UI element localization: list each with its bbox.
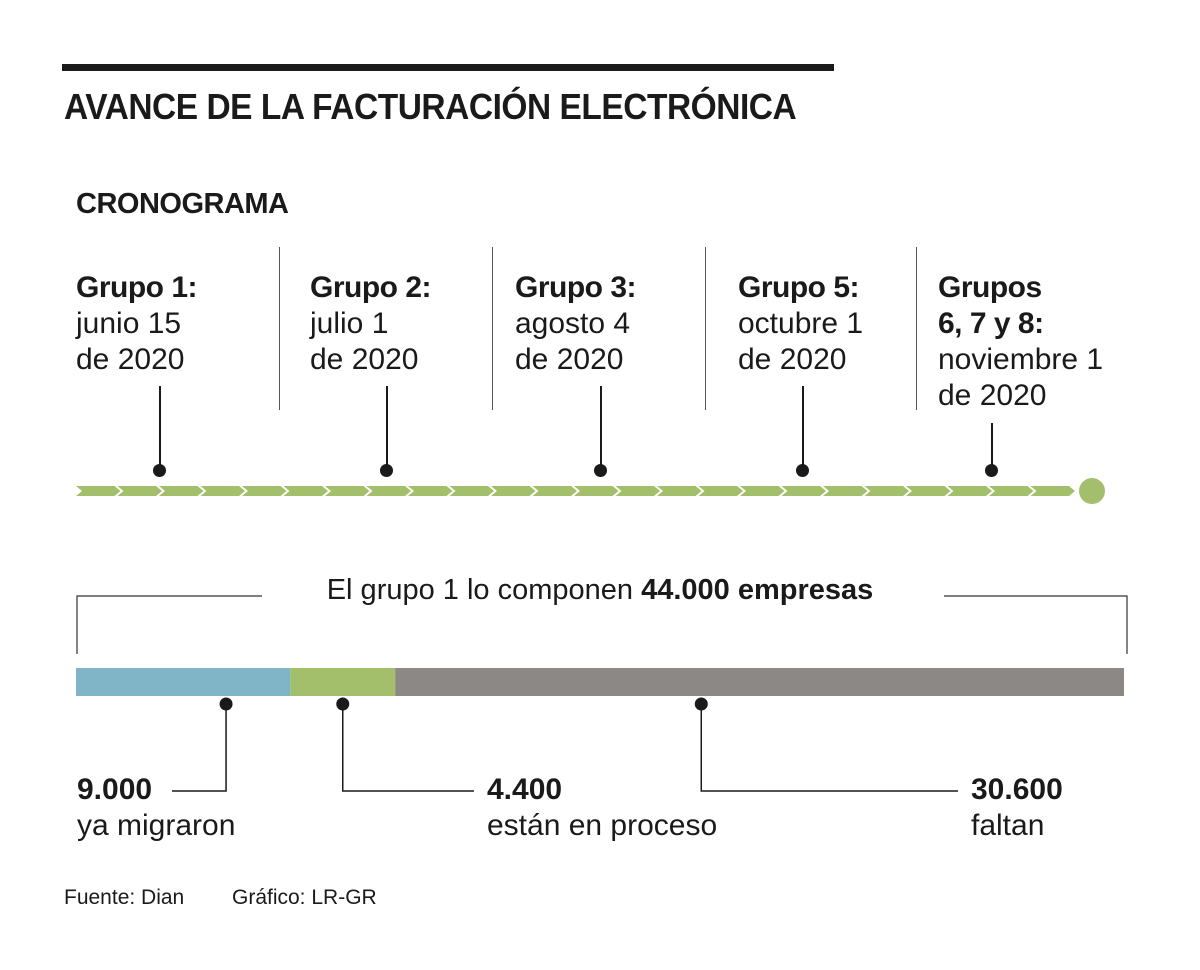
timeline-chevron (947, 486, 992, 496)
group-3-label: Grupo 3: agosto 4 de 2020 (515, 270, 637, 378)
timeline-chevron (781, 486, 826, 496)
column-separator (279, 247, 280, 410)
group-5-label: Grupo 5: octubre 1 de 2020 (738, 270, 863, 378)
column-separator (916, 247, 917, 410)
timeline-marker (594, 464, 607, 477)
timeline-marker (380, 464, 393, 477)
stat-label: faltan (971, 809, 1045, 842)
timeline-chevron (200, 486, 245, 496)
top-rule (62, 64, 834, 71)
segment-ya-migraron (76, 668, 291, 696)
group-name: Grupo 1: (76, 271, 198, 304)
timeline-stem (802, 386, 804, 470)
group-1-stacked-bar (76, 668, 1124, 792)
group-date-line: noviembre 1 (938, 343, 1104, 376)
infographic-title: AVANCE DE LA FACTURACIÓN ELECTRÓNICA (64, 86, 797, 127)
stat-label: ya migraron (77, 809, 236, 842)
stat-faltan: 30.600 faltan (971, 772, 1063, 844)
timeline-chevron (615, 486, 660, 496)
timeline-chevron (1030, 486, 1075, 496)
credit-note: Gráfico: LR-GR (232, 886, 377, 909)
group-date-line: agosto 4 (515, 307, 631, 340)
leader-line (172, 704, 227, 792)
stat-value: 4.400 (487, 773, 563, 806)
summary-bracket (76, 595, 1128, 654)
timeline-chevron (532, 486, 577, 496)
timeline-chevron (698, 486, 743, 496)
stat-value: 9.000 (77, 773, 153, 806)
group-date-line: octubre 1 (738, 307, 864, 340)
timeline-stem (600, 386, 602, 470)
group-date-line: julio 1 (310, 307, 389, 340)
leader-line (342, 704, 474, 792)
timeline-chevron (449, 486, 494, 496)
timeline-stem (159, 386, 161, 470)
group-name: Grupo 5: (738, 271, 860, 304)
summary-highlight: 44.000 empresas (641, 574, 874, 606)
group-date-line: de 2020 (938, 379, 1047, 412)
timeline-chevron (823, 486, 868, 496)
section-title: CRONOGRAMA (76, 188, 289, 220)
leader-dot (694, 697, 708, 711)
timeline-chevron (574, 486, 619, 496)
timeline-chevron (491, 486, 536, 496)
column-separator (492, 247, 493, 410)
timeline-stem (991, 423, 993, 470)
timeline-arrow-track (76, 478, 1105, 504)
timeline-chevrons (76, 486, 1075, 496)
group-date-line: de 2020 (310, 343, 419, 376)
timeline-chevron (906, 486, 951, 496)
segment-faltan (395, 668, 1124, 696)
timeline-chevron (159, 486, 204, 496)
timeline-chevron (76, 486, 121, 496)
group-date-line: de 2020 (738, 343, 847, 376)
group-date-line: junio 15 (76, 307, 182, 340)
timeline-chevron (366, 486, 411, 496)
stat-label: están en proceso (487, 809, 718, 842)
leader-dot (336, 697, 350, 711)
group-name: Grupo 2: (310, 271, 432, 304)
group-1-label: Grupo 1: junio 15 de 2020 (76, 270, 198, 378)
timeline-chevron (989, 486, 1034, 496)
leader-dot (219, 697, 233, 711)
column-separator (705, 247, 706, 410)
group-6-7-8-label: Grupos 6, 7 y 8: noviembre 1 de 2020 (938, 270, 1103, 414)
group-name-line-2: 6, 7 y 8: (938, 307, 1044, 340)
summary-prefix: El grupo 1 lo componen (326, 574, 634, 606)
stat-value: 30.600 (971, 773, 1063, 806)
stat-ya-migraron: 9.000 ya migraron (77, 772, 235, 844)
group-date-line: de 2020 (515, 343, 624, 376)
group-name: Grupos (938, 271, 1042, 304)
timeline-chevron (283, 486, 328, 496)
leader-line (700, 704, 958, 792)
timeline-marker (153, 464, 166, 477)
timeline-chevron (657, 486, 702, 496)
timeline-chevron (740, 486, 785, 496)
group-1-summary: El grupo 1 lo componen 44.000 empresas (80, 574, 1120, 607)
timeline-chevron (864, 486, 909, 496)
stat-en-proceso: 4.400 están en proceso (487, 772, 717, 844)
timeline-end-dot (1079, 478, 1105, 504)
timeline-marker (796, 464, 809, 477)
source-note: Fuente: Dian (64, 886, 185, 909)
timeline-chevron (325, 486, 370, 496)
timeline-stem (386, 386, 388, 470)
segment-en-proceso (290, 668, 396, 696)
group-name: Grupo 3: (515, 271, 637, 304)
timeline-chevron (242, 486, 287, 496)
timeline-chevron (117, 486, 162, 496)
group-date-line: de 2020 (76, 343, 185, 376)
timeline-marker (985, 464, 998, 477)
timeline-chevron (408, 486, 453, 496)
group-2-label: Grupo 2: julio 1 de 2020 (310, 270, 432, 378)
